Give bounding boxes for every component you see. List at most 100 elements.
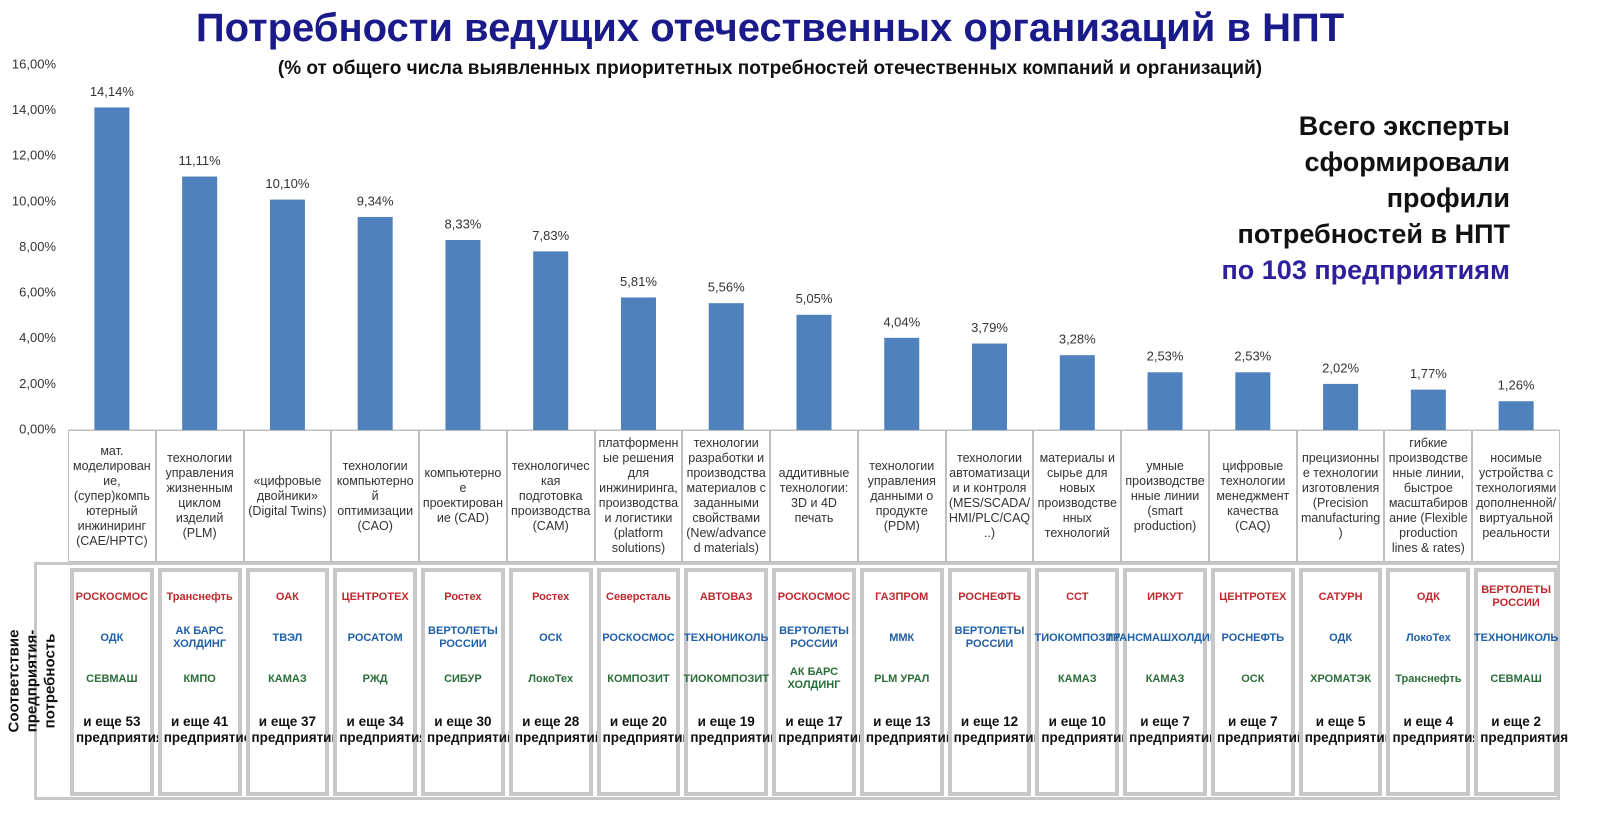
company-logo: ЛокоТех bbox=[1405, 631, 1451, 644]
bar bbox=[1498, 401, 1534, 430]
company-logo: ИРКУТ bbox=[1147, 590, 1183, 603]
value-label: 2,02% bbox=[1322, 360, 1359, 375]
x-tick-label: «цифровые двойники» (Digital Twins) bbox=[243, 430, 332, 562]
bar bbox=[1235, 372, 1271, 430]
company-logo: РОСНЕФТЬ bbox=[958, 590, 1021, 603]
value-label: 7,83% bbox=[532, 228, 569, 243]
more-companies: и еще 17 предприятий bbox=[778, 714, 867, 745]
bar bbox=[533, 251, 569, 430]
y-tick-label: 2,00% bbox=[19, 376, 56, 391]
value-label: 2,53% bbox=[1234, 349, 1271, 364]
company-box: РОСКОСМОС ОДК СЕВМАШ и еще 53 предприятия bbox=[70, 568, 164, 796]
value-label: 14,14% bbox=[90, 84, 135, 99]
note-line: потребностей в НПТ bbox=[1237, 219, 1510, 249]
company-logo: ЦЕНТРОТЕХ bbox=[341, 590, 409, 603]
company-box: РОСНЕФТЬ ВЕРТОЛЕТЫ РОССИИ и еще 12 предпри… bbox=[947, 568, 1042, 796]
more-companies: и еще 2 предприятия bbox=[1480, 714, 1569, 745]
x-tick-label: гибкие производственные линии, быстрое м… bbox=[1384, 430, 1473, 562]
company-logo: ТВЭЛ bbox=[272, 631, 303, 644]
y-tick-label: 14,00% bbox=[12, 102, 57, 117]
x-tick-label: технологии управления жизненным циклом и… bbox=[155, 430, 244, 562]
company-logo: КАМАЗ bbox=[268, 672, 307, 685]
x-tick-label: платформенные решения для инжиниринга, п… bbox=[594, 430, 683, 562]
company-logo: Северсталь bbox=[606, 590, 671, 603]
more-companies: и еще 20 предприятий bbox=[602, 714, 691, 745]
bar bbox=[94, 107, 130, 431]
more-companies: и еще 34 предприятия bbox=[339, 714, 428, 745]
x-tick-label: аддитивные технологии: 3D и 4D печать bbox=[770, 430, 858, 562]
company-logo: РОСНЕФТЬ bbox=[1221, 631, 1285, 644]
company-logo: РОСАТОМ bbox=[347, 631, 403, 644]
value-label: 10,10% bbox=[265, 176, 310, 191]
company-logo: КМПО bbox=[183, 672, 216, 685]
value-label: 3,79% bbox=[971, 320, 1008, 335]
company-logo: ВЕРТОЛЕТЫ РОССИИ bbox=[1481, 584, 1551, 609]
x-tick-label: прецизионные технологии изготовления (Pr… bbox=[1296, 430, 1385, 562]
company-logo: АК БАРС ХОЛДИНГ bbox=[173, 625, 227, 650]
value-label: 5,56% bbox=[708, 280, 745, 295]
company-logo: ОДК bbox=[1416, 590, 1440, 603]
y-tick-label: 6,00% bbox=[19, 285, 56, 300]
company-logo: PLM УРАЛ bbox=[874, 672, 930, 685]
x-tick-label: цифровые технологии менеджмент качества … bbox=[1208, 430, 1297, 562]
more-companies: и еще 28 предприятий bbox=[514, 714, 604, 745]
more-companies: и еще 7 предприятий bbox=[1216, 714, 1306, 745]
bar bbox=[884, 337, 920, 430]
x-tick-label: мат. моделирование, (супер)компьютерный … bbox=[68, 430, 156, 562]
bar bbox=[182, 176, 218, 430]
bar bbox=[269, 199, 305, 430]
y-tick-label: 16,00% bbox=[12, 56, 57, 71]
companies-label: Соответствие предприятия-потребность bbox=[5, 629, 59, 733]
note-highlight: по 103 предприятиям bbox=[1221, 255, 1510, 285]
note-line: сформировали bbox=[1304, 147, 1510, 177]
company-logo: КАМАЗ bbox=[1145, 672, 1185, 685]
x-tick-label: материалы и сырье для новых производстве… bbox=[1033, 430, 1122, 562]
value-label: 8,33% bbox=[445, 216, 482, 231]
x-tick-label: технологии разработки и производства мат… bbox=[682, 430, 771, 562]
company-box: ЦЕНТРОТЕХ РОСНЕФТЬ ОСК и еще 7 предприятий bbox=[1210, 568, 1306, 796]
more-companies: и еще 19 предприятий bbox=[690, 714, 779, 745]
bar bbox=[1059, 355, 1095, 430]
company-box: ИРКУТ ТРАНСМАШХОЛДИНГ КАМАЗ и еще 7 предпри… bbox=[1106, 568, 1225, 796]
company-logo: СЕВМАШ bbox=[86, 672, 138, 685]
side-note: Всего эксперты сформировали профили потребн… bbox=[1221, 108, 1510, 288]
company-logo: Транснефть bbox=[1395, 672, 1462, 685]
company-box: Ростех ВЕРТОЛЕТЫ РОССИИ СИБУР и еще 30 пред… bbox=[421, 568, 515, 796]
more-companies: и еще 12 предприятий bbox=[953, 714, 1042, 745]
company-logo: Ростех bbox=[532, 590, 570, 603]
company-logo: ТИОКОМПОЗИТ bbox=[1034, 631, 1121, 644]
bar bbox=[1323, 383, 1359, 430]
value-label: 5,81% bbox=[620, 274, 657, 289]
company-logo: ХРОМАТЭК bbox=[1310, 672, 1372, 685]
company-box: ССТ ТИОКОМПОЗИТ КАМАЗ и еще 10 предприятий bbox=[1034, 568, 1130, 796]
value-label: 4,04% bbox=[883, 314, 920, 329]
value-label: 2,53% bbox=[1147, 349, 1184, 364]
more-companies: и еще 4 предприятия bbox=[1392, 714, 1481, 745]
company-logo: ТРАНСМАШХОЛДИНГ bbox=[1106, 631, 1225, 644]
company-logo: РОСКОСМОС bbox=[75, 590, 149, 603]
value-label: 1,26% bbox=[1498, 378, 1535, 393]
bar bbox=[972, 343, 1008, 430]
more-companies: и еще 5 предприятий bbox=[1304, 714, 1393, 745]
x-tick-label: технологии автоматизации и контроля (MES… bbox=[945, 430, 1034, 562]
x-tick-label: носимые устройства с технологиями дополн… bbox=[1472, 430, 1560, 562]
company-box: Ростех ОСК ЛокоТех и еще 28 предприятий bbox=[508, 568, 604, 796]
company-logo: РОСКОСМОС bbox=[777, 590, 851, 603]
value-label: 3,28% bbox=[1059, 332, 1096, 347]
value-label: 5,05% bbox=[796, 291, 833, 306]
more-companies: и еще 53 предприятия bbox=[76, 714, 164, 745]
company-logo: ГАЗПРОМ bbox=[875, 590, 929, 603]
company-logo: САТУРН bbox=[1318, 590, 1363, 603]
company-logo: ВЕРТОЛЕТЫ РОССИИ bbox=[954, 625, 1025, 650]
x-tick-label: технологии компьютерной оптимизации (CAO… bbox=[331, 430, 420, 562]
more-companies: и еще 41 предприятие bbox=[163, 714, 252, 745]
company-box: ОДК ЛокоТех Транснефть и еще 4 предприятия bbox=[1386, 568, 1481, 796]
bar bbox=[708, 303, 744, 430]
x-tick-label: технологии управления данными о продукте… bbox=[857, 430, 946, 562]
bar bbox=[1147, 372, 1183, 430]
company-logo: ММК bbox=[889, 631, 915, 644]
company-logo: Транснефть bbox=[166, 590, 233, 603]
company-logo: АВТОВАЗ bbox=[699, 590, 753, 603]
